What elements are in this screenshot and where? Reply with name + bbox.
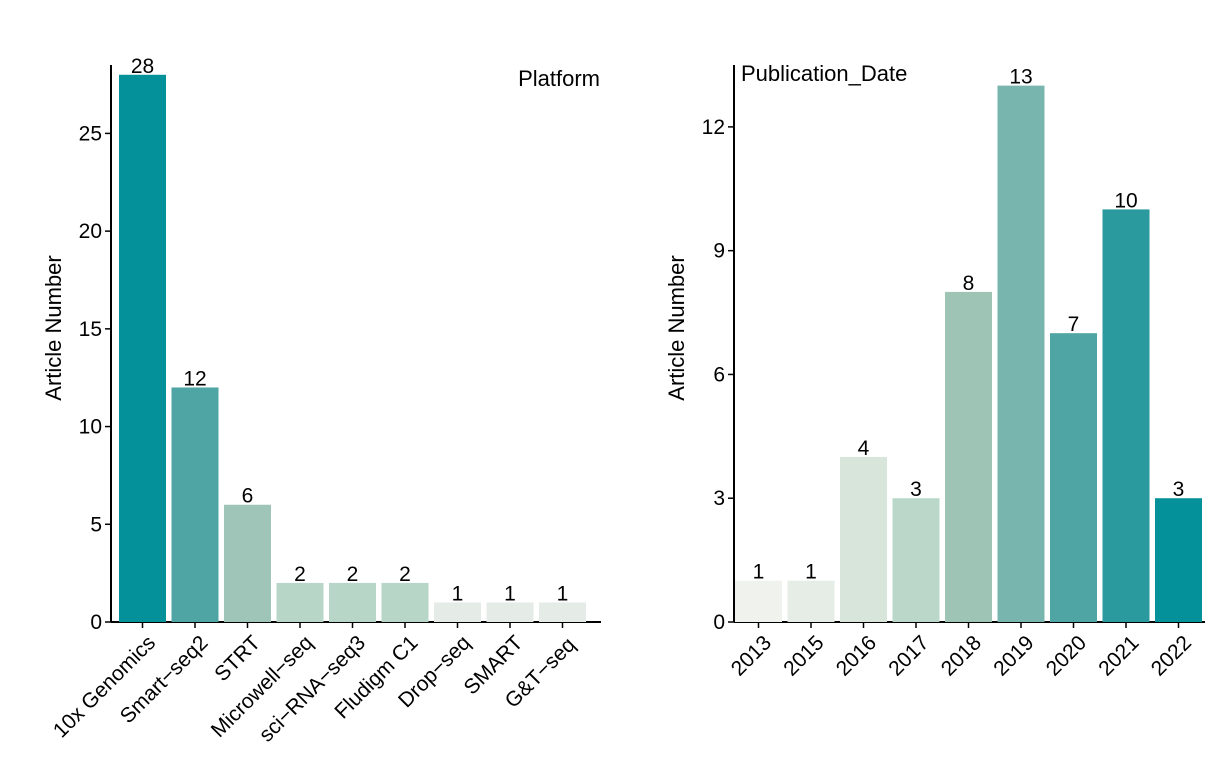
platform-y-tick-label: 10	[79, 416, 102, 439]
publication-date-category-label: 2016	[832, 631, 881, 680]
platform-bar-value-label: 28	[131, 55, 154, 78]
publication-date-panel-title: Publication_Date	[741, 61, 907, 86]
publication-date-bar-value-label: 1	[805, 561, 817, 584]
publication-date-y-axis-label: Article Number	[664, 255, 689, 400]
publication-date-category-label: 2020	[1042, 631, 1091, 680]
platform-bar	[381, 582, 429, 622]
platform-bar	[171, 387, 219, 622]
publication-date-bar-value-label: 10	[1114, 189, 1137, 212]
publication-date-bar	[787, 580, 835, 622]
publication-date-category-label: 2021	[1094, 631, 1143, 680]
platform-panel-title: Platform	[518, 66, 600, 91]
publication-date-bar-value-label: 4	[858, 437, 870, 460]
platform-bar-value-label: 2	[399, 563, 411, 586]
publication-date-y-tick-label: 3	[713, 487, 725, 510]
publication-date-category-label: 2018	[937, 631, 986, 680]
publication-date-category-label: 2022	[1147, 631, 1196, 680]
publication-date-bar	[892, 498, 940, 622]
publication-date-bar	[1050, 333, 1097, 622]
platform-bar	[276, 582, 324, 622]
platform-bar	[119, 74, 166, 623]
publication-date-y-tick-label: 12	[702, 116, 725, 139]
platform-bar-value-label: 2	[347, 563, 359, 586]
platform-bar	[434, 602, 481, 622]
platform-bar-value-label: 1	[557, 582, 569, 605]
platform-bar-value-label: 1	[452, 582, 464, 605]
platform-y-tick-label: 25	[79, 122, 102, 145]
publication-date-category-label: 2015	[779, 631, 828, 680]
publication-date-y-tick-label: 6	[713, 363, 725, 386]
platform-bar	[486, 602, 534, 622]
platform-bar	[539, 602, 586, 622]
platform-bar-value-label: 12	[183, 367, 206, 390]
publication-date-bar-value-label: 1	[753, 561, 765, 584]
publication-date-bar-value-label: 8	[963, 272, 975, 295]
platform-y-tick-label: 20	[79, 220, 102, 243]
platform-y-tick-label: 0	[90, 611, 102, 634]
publication-date-bar-value-label: 13	[1009, 66, 1032, 89]
publication-date-category-label: 2019	[989, 631, 1038, 680]
publication-date-panel: Publication_Date Article Number 0 3 6 9 12 1 1…	[664, 61, 1205, 681]
platform-bar-value-label: 6	[242, 485, 254, 508]
publication-date-bar	[1155, 498, 1202, 622]
publication-date-bar-value-label: 3	[910, 478, 922, 501]
platform-panel: Platform Article Number 0510152025281262…	[41, 55, 601, 747]
platform-y-axis-label: Article Number	[41, 255, 66, 400]
platform-bar-value-label: 1	[504, 582, 516, 605]
publication-date-bar	[997, 85, 1045, 622]
publication-date-bar	[1102, 209, 1150, 622]
publication-date-bar	[945, 291, 992, 622]
publication-date-bar	[735, 580, 782, 622]
platform-bar	[224, 504, 271, 622]
publication-date-category-label: 2017	[884, 631, 933, 680]
platform-bar	[329, 582, 376, 622]
platform-y-tick-label: 5	[90, 513, 102, 536]
platform-bar-value-label: 2	[294, 563, 306, 586]
platform-y-tick-label: 15	[79, 318, 102, 341]
publication-date-category-label: 2013	[727, 631, 776, 680]
publication-date-y-tick-label: 0	[713, 611, 725, 634]
publication-date-bar-value-label: 7	[1068, 313, 1080, 336]
publication-date-bar	[840, 456, 887, 622]
publication-date-bar-value-label: 3	[1173, 478, 1185, 501]
publication-date-y-tick-label: 9	[713, 240, 725, 263]
